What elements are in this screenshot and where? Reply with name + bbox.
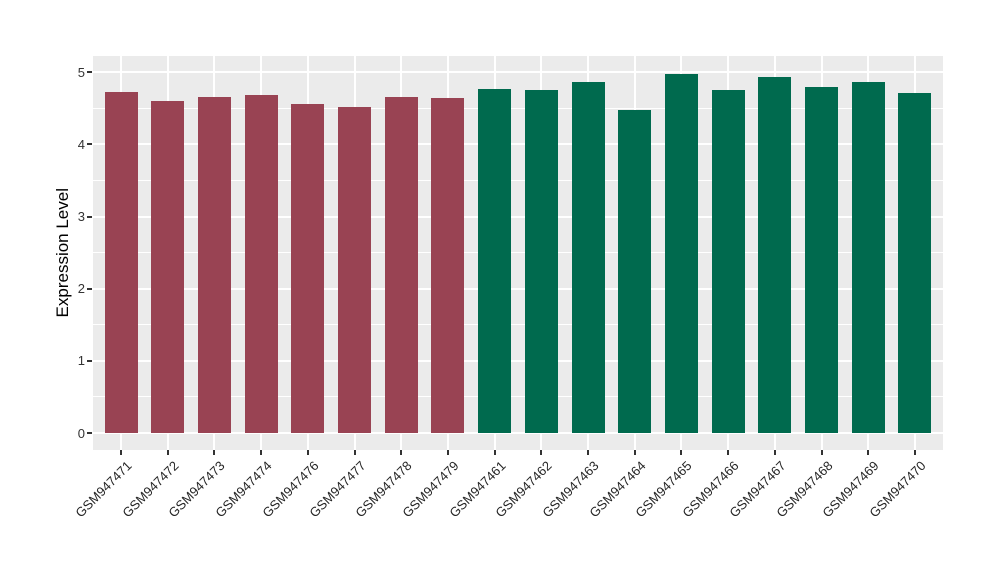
x-axis-tick [166, 450, 169, 455]
y-axis-tick [87, 71, 92, 74]
gridline-minor [93, 324, 943, 326]
y-axis-tick-label: 3 [77, 209, 85, 225]
y-axis-tick [87, 359, 92, 362]
bar-GSM947464 [618, 109, 652, 433]
gridline-major [93, 359, 943, 362]
gridline-minor [93, 179, 943, 181]
bar-GSM947466 [711, 89, 745, 433]
gridline-major [93, 143, 943, 146]
bar-GSM947469 [851, 81, 885, 433]
bar-GSM947467 [758, 76, 792, 433]
bar-GSM947471 [104, 91, 138, 433]
x-axis-tick [820, 450, 823, 455]
x-axis-tick [867, 450, 870, 455]
bar-GSM947476 [291, 103, 325, 433]
bar-GSM947462 [524, 90, 558, 433]
y-axis-tick-label: 0 [77, 425, 85, 441]
y-axis-title: Expression Level [50, 56, 76, 450]
gridline-minor [93, 107, 943, 109]
x-axis-tick [400, 450, 403, 455]
gridline-minor [93, 396, 943, 398]
y-axis-tick [87, 287, 92, 290]
x-axis-tick [913, 450, 916, 455]
gridline-major [93, 71, 943, 74]
bar-GSM947465 [664, 74, 698, 433]
x-axis-tick [446, 450, 449, 455]
y-axis-tick-label: 2 [77, 281, 85, 297]
y-axis-tick [87, 432, 92, 434]
y-axis-tick-label: 4 [77, 136, 85, 152]
bar-GSM947479 [431, 98, 465, 433]
x-axis-tick [540, 450, 543, 455]
bar-GSM947463 [571, 82, 605, 433]
y-axis-tick-label: 1 [77, 353, 85, 369]
bar-GSM947461 [478, 88, 512, 433]
gridline-minor [93, 252, 943, 254]
x-axis-tick [680, 450, 683, 455]
y-axis-tick [87, 143, 92, 146]
x-axis-tick [213, 450, 216, 455]
x-axis-tick [587, 450, 590, 455]
bar-GSM947478 [384, 96, 418, 433]
gridline-major [93, 215, 943, 218]
bar-GSM947468 [805, 86, 839, 433]
y-axis-tick-label: 5 [77, 64, 85, 80]
bar-GSM947470 [898, 93, 932, 433]
x-axis-tick [493, 450, 496, 455]
x-axis-tick [633, 450, 636, 455]
x-axis-tick [120, 450, 123, 455]
x-axis-tick [353, 450, 356, 455]
gridline-major [93, 287, 943, 290]
plot-panel [93, 56, 943, 450]
bar-GSM947473 [197, 96, 231, 433]
x-axis-tick [306, 450, 309, 455]
x-axis-tick [260, 450, 263, 455]
bar-GSM947472 [151, 101, 185, 433]
y-axis-tick [87, 215, 92, 218]
x-axis-tick [773, 450, 776, 455]
bar-GSM947474 [244, 95, 278, 433]
gridline-major [93, 432, 943, 434]
bar-GSM947477 [338, 106, 372, 433]
x-axis-tick [727, 450, 730, 455]
